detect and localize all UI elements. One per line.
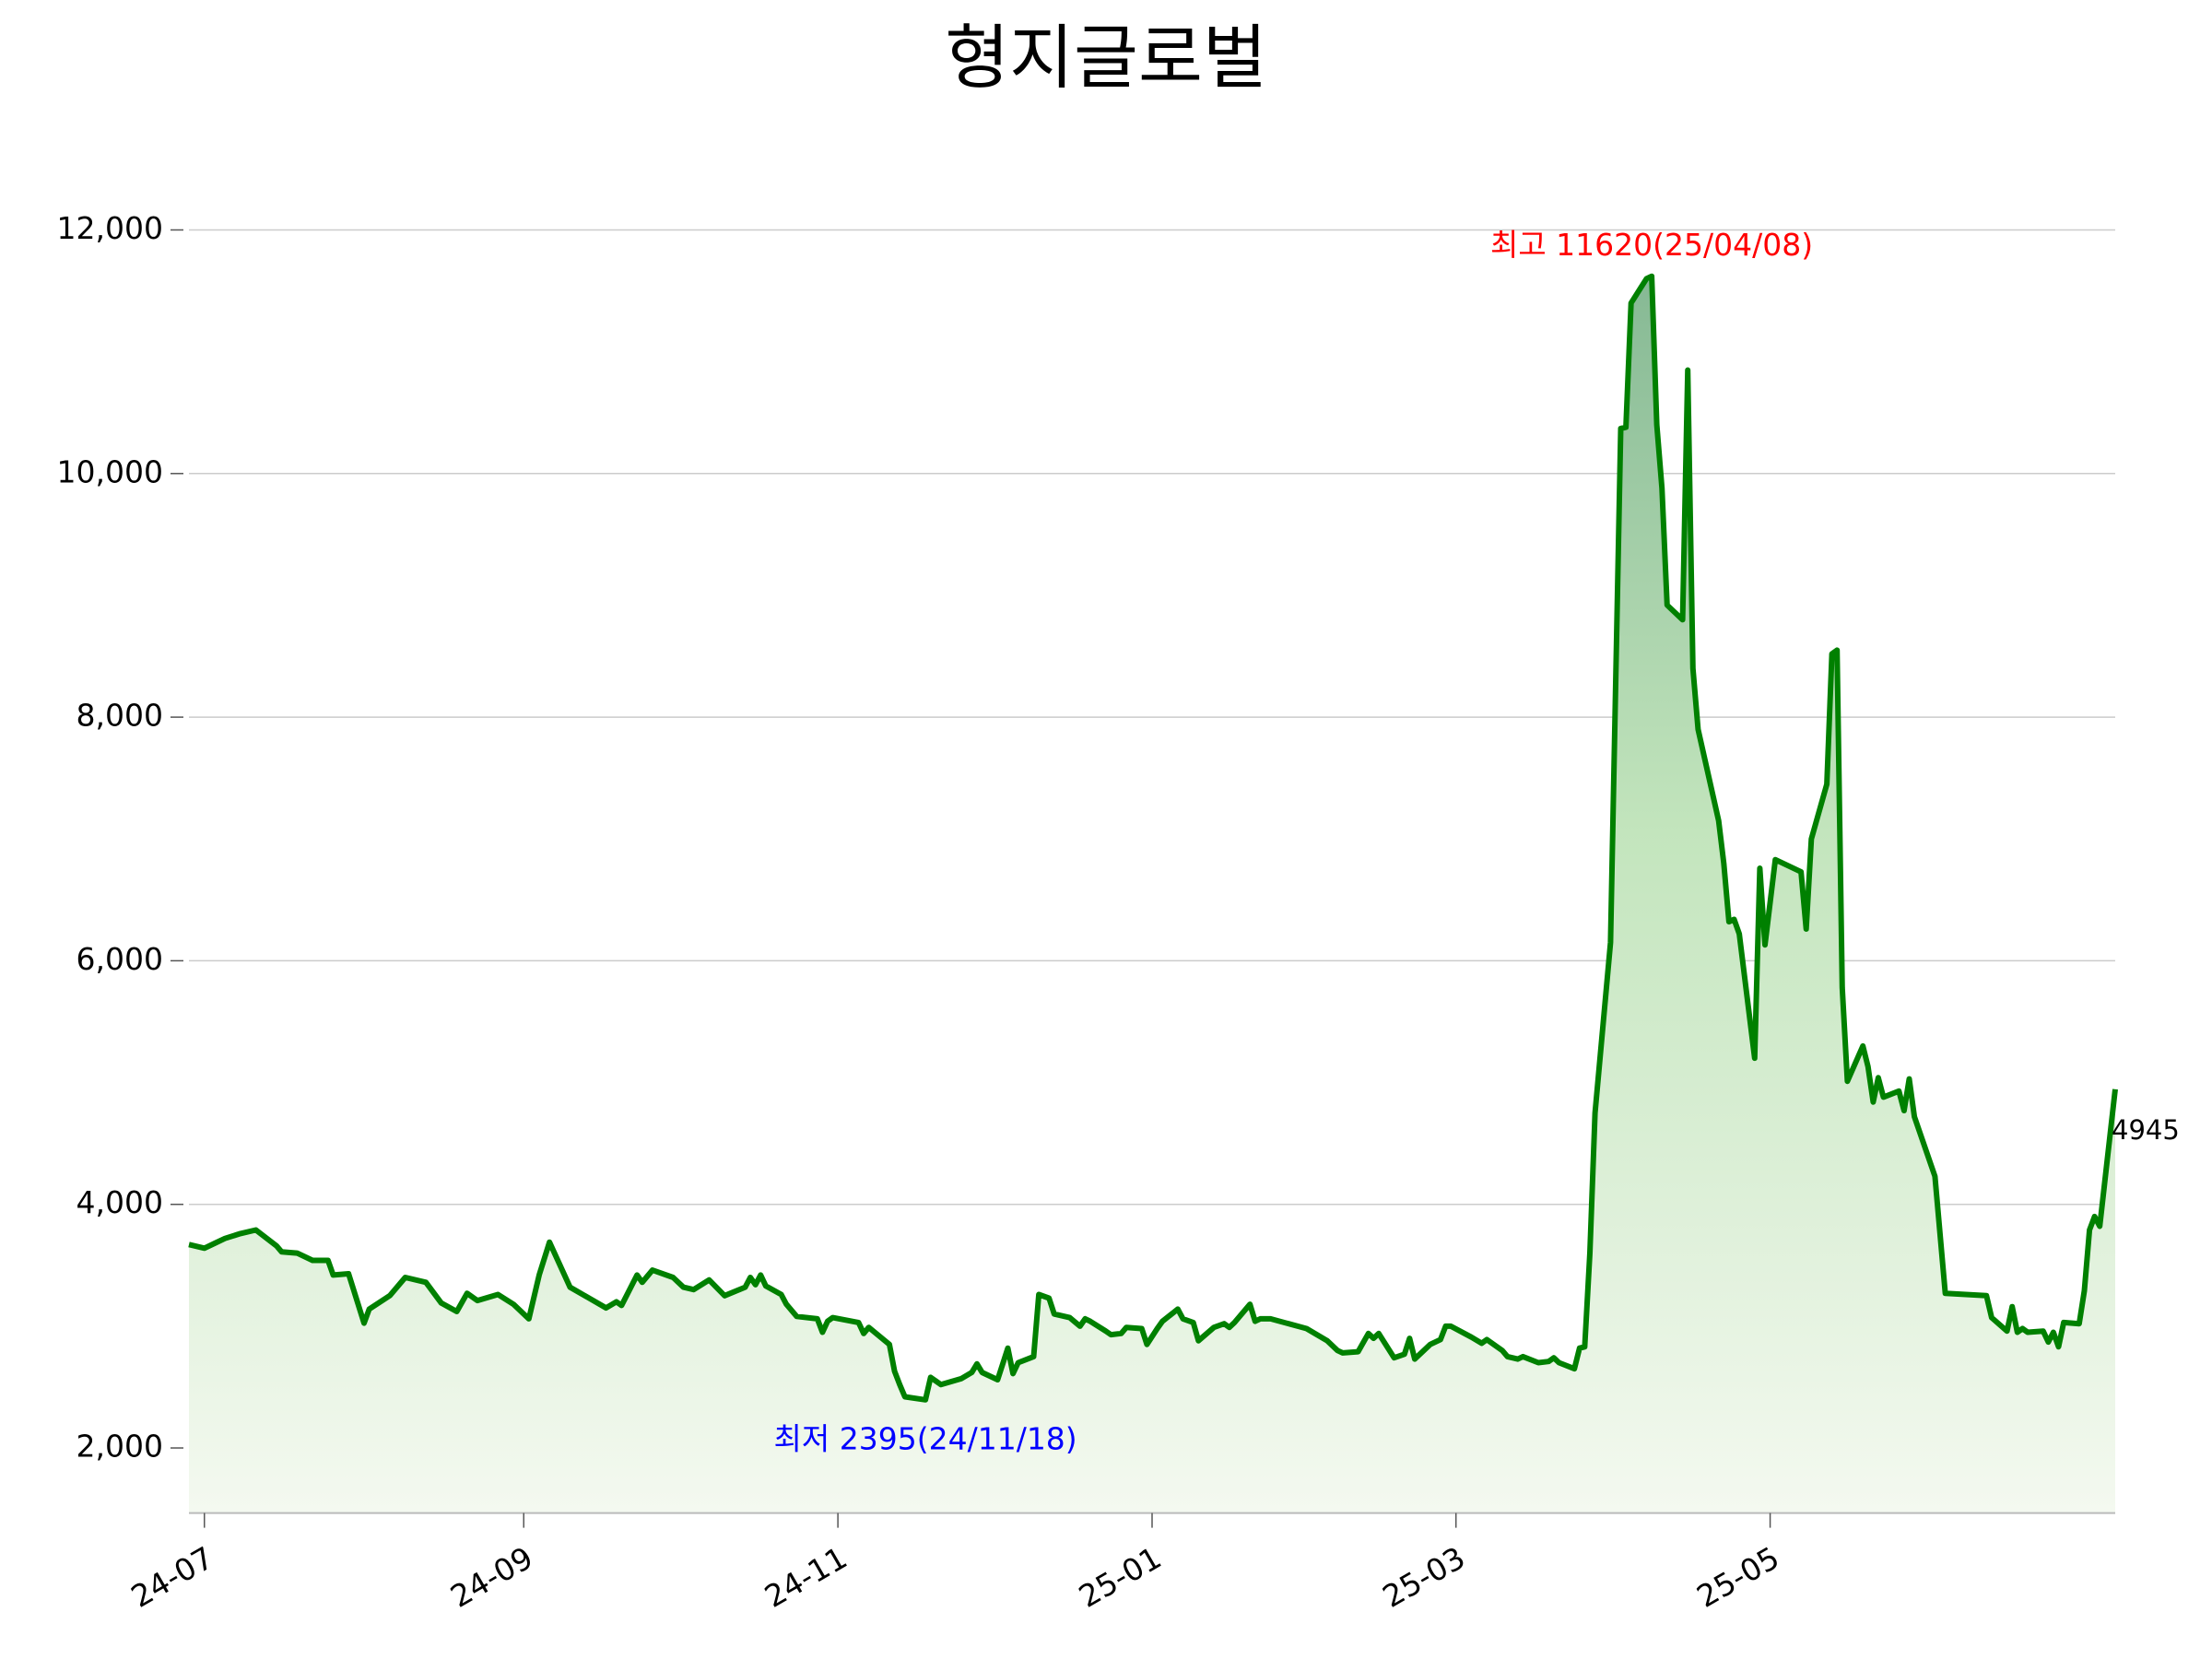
y-tick-label: 8,000 [76, 698, 163, 734]
price-line [188, 273, 2118, 1403]
x-tick-label: 24-11 [759, 1539, 853, 1615]
x-tick-label: 25-01 [1073, 1539, 1168, 1615]
y-tick-label: 12,000 [57, 210, 163, 246]
chart-title: 형지글로벌 [945, 17, 1267, 99]
last-annotation: 4945 [2112, 1114, 2180, 1146]
y-tick-label: 4,000 [76, 1184, 163, 1220]
x-tick-label: 25-05 [1690, 1539, 1785, 1615]
y-tick-label: 6,000 [76, 941, 163, 977]
y-tick-label: 2,000 [76, 1429, 163, 1465]
area-fill [189, 276, 2115, 1513]
x-tick-label: 24-07 [125, 1539, 220, 1615]
max-annotation: 최고 11620(25/04/08) [1490, 227, 1813, 263]
x-tick-label: 24-09 [444, 1539, 539, 1615]
x-tick-label: 25-03 [1377, 1539, 1472, 1615]
min-annotation: 최저 2395(24/11/18) [774, 1420, 1077, 1456]
y-tick-label: 10,000 [57, 453, 163, 489]
